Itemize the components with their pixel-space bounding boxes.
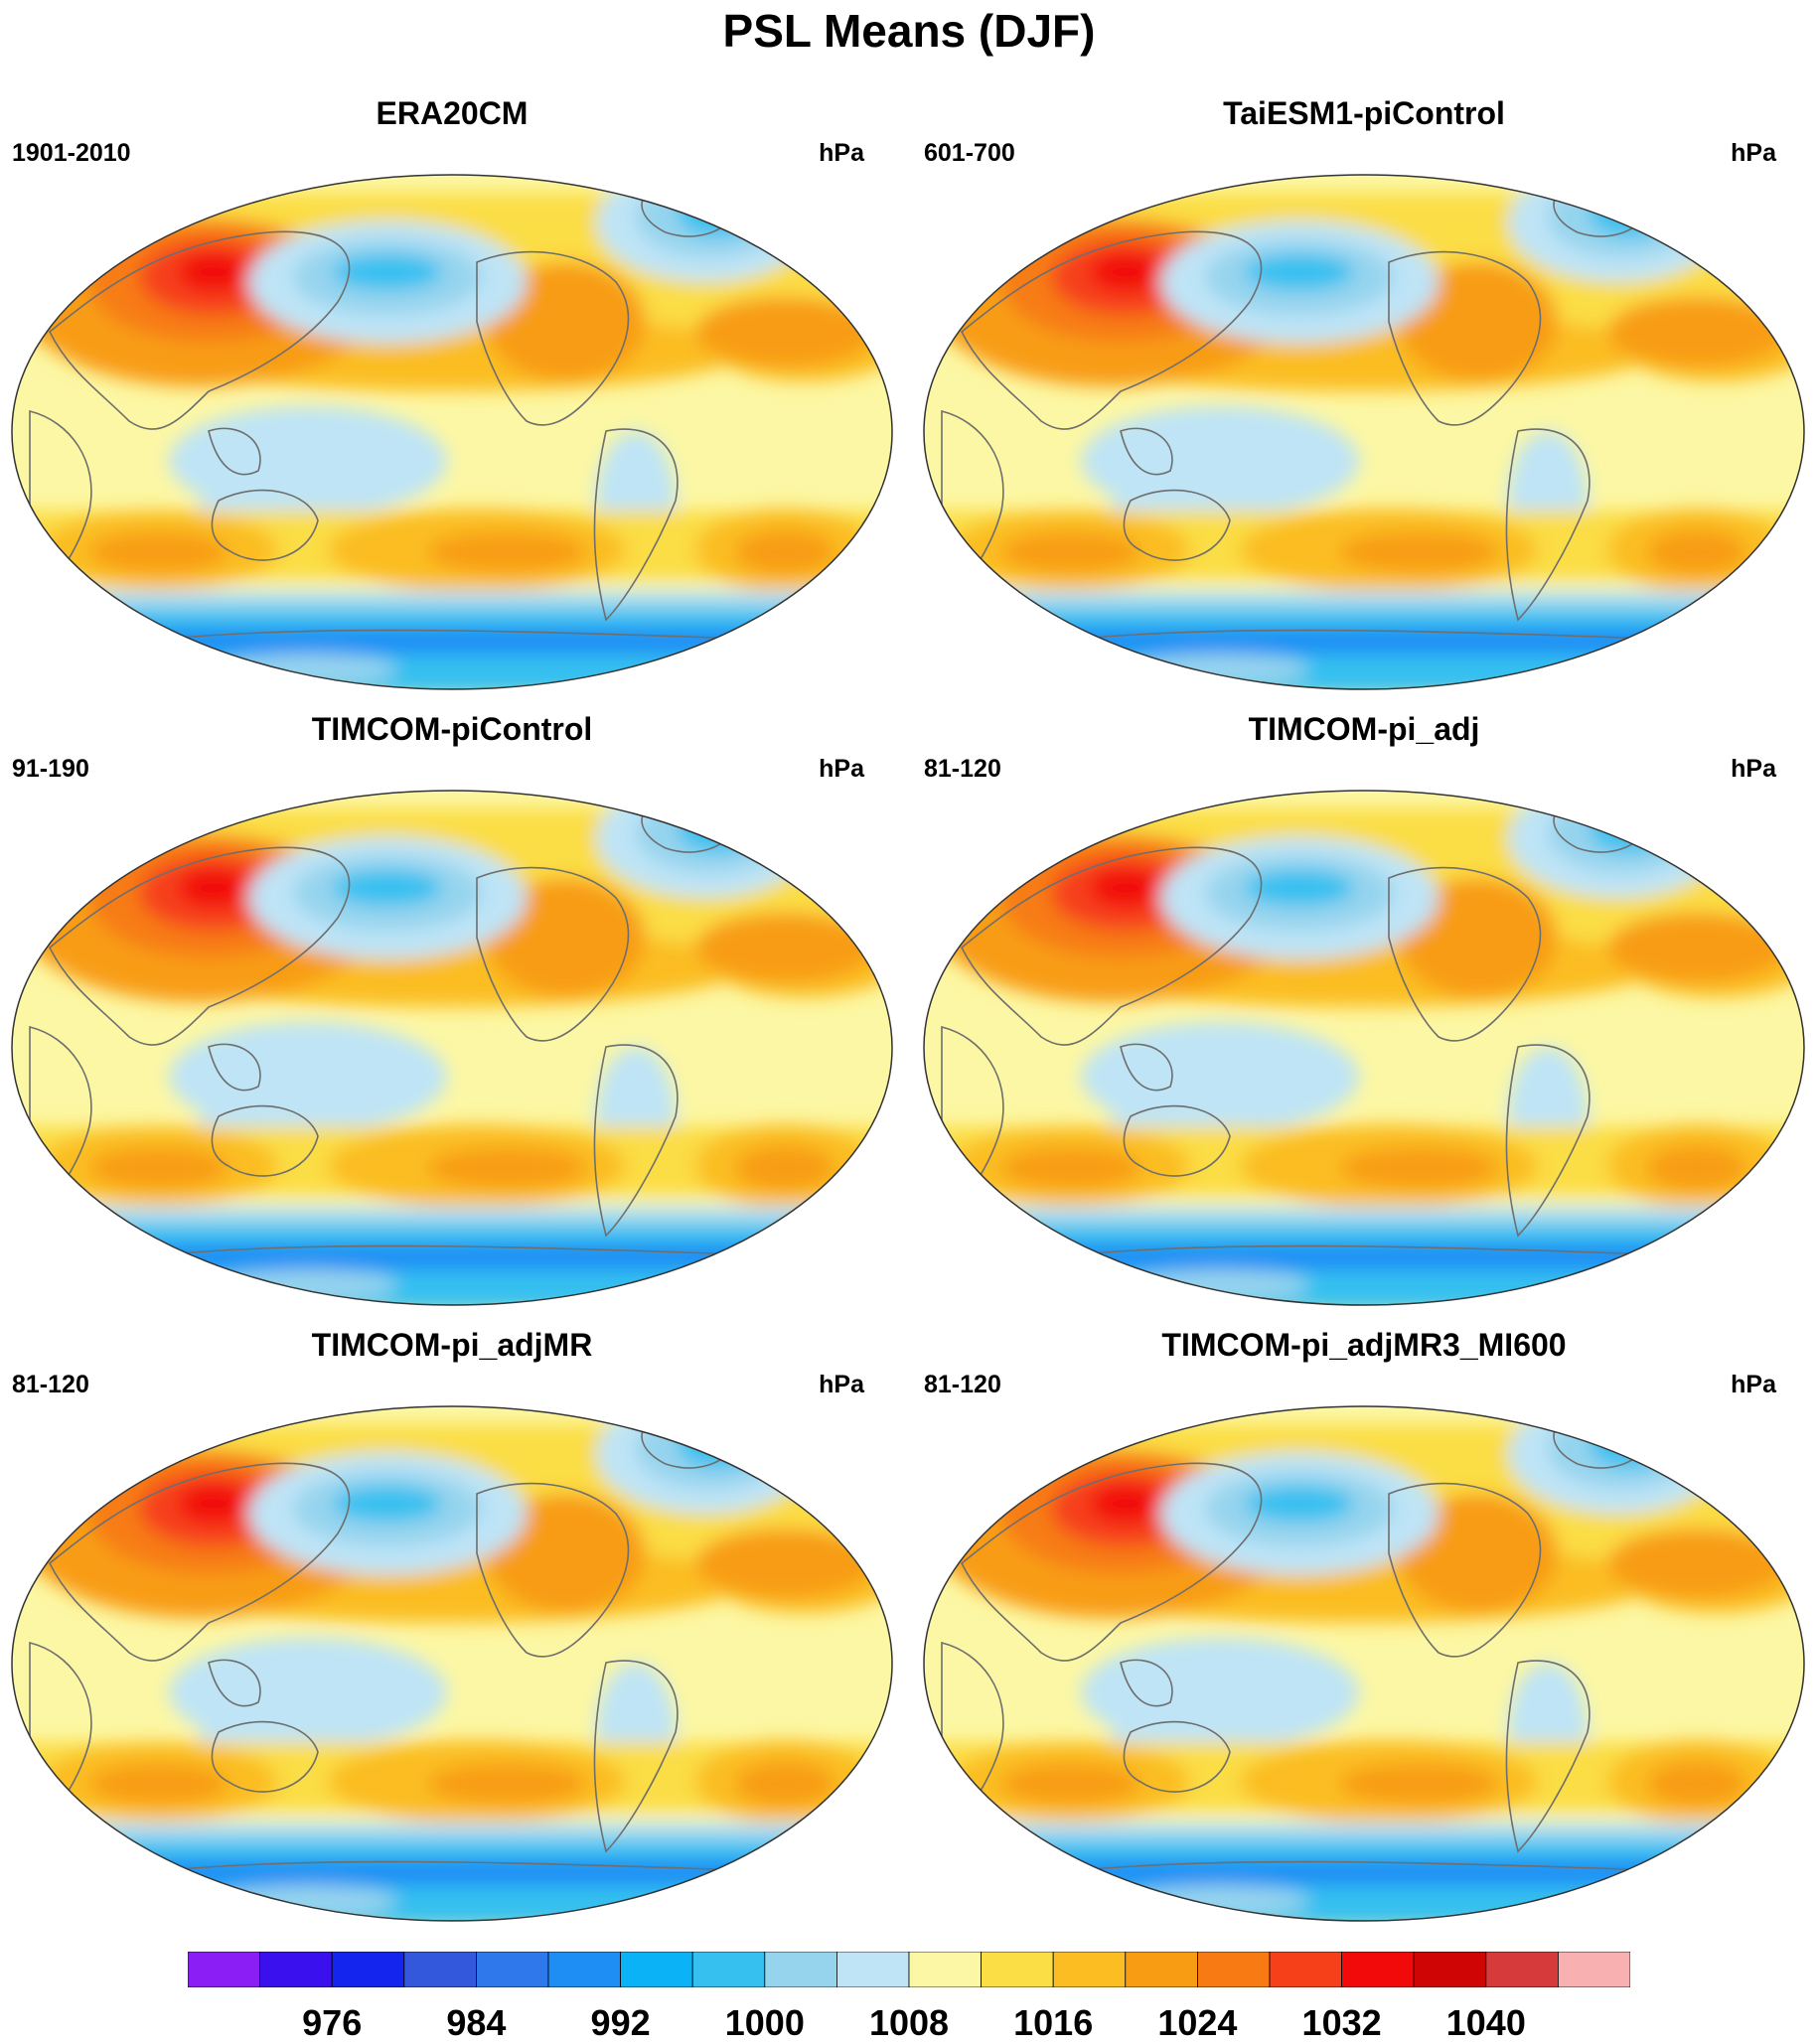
map-panel: TIMCOM-pi_adjMR3_MI600 81-120 hPa [912, 1327, 1816, 1923]
map-boundary [923, 1405, 1805, 1922]
psl-map [923, 1405, 1805, 1922]
psl-map [11, 1405, 893, 1922]
map-boundary [11, 174, 893, 690]
figure-title: PSL Means (DJF) [722, 5, 1096, 57]
colorbar-tick-label: 1024 [1157, 2002, 1238, 2043]
colorbar-swatch [188, 1952, 260, 1987]
panel-years: 1901-2010 [12, 139, 131, 167]
map-boundary [11, 1405, 893, 1922]
panel-title: ERA20CM [376, 95, 529, 131]
colorbar [188, 1952, 1630, 1987]
colorbar-swatch [908, 1952, 982, 1987]
psl-field [12, 1406, 892, 1921]
psl-map [923, 790, 1805, 1306]
panel-units: hPa [1731, 1371, 1776, 1398]
panel-years: 601-700 [924, 139, 1015, 167]
colorbar-swatch [981, 1952, 1054, 1987]
colorbar-swatch [1125, 1952, 1198, 1987]
map-panel: ERA20CM 1901-2010 hPa [0, 95, 904, 691]
map-panel: TIMCOM-pi_adjMR 81-120 hPa [0, 1327, 904, 1923]
panel-years: 81-120 [924, 1371, 1001, 1398]
colorbar-swatch [1413, 1952, 1487, 1987]
panel-title: TIMCOM-piControl [311, 711, 593, 747]
psl-field [924, 175, 1804, 689]
colorbar-swatch [1341, 1952, 1415, 1987]
psl-map [11, 174, 893, 690]
colorbar-swatch [1558, 1952, 1630, 1987]
psl-map [923, 174, 1805, 690]
colorbar-swatch [764, 1952, 837, 1987]
colorbar-swatch [620, 1952, 693, 1987]
panel-units: hPa [1731, 755, 1776, 783]
panel-title: TIMCOM-pi_adjMR3_MI600 [1161, 1327, 1567, 1363]
colorbar-tick-label: 1008 [868, 2002, 950, 2043]
psl-map [11, 790, 893, 1306]
map-panel: TaiESM1-piControl 601-700 hPa [912, 95, 1816, 691]
panel-title: TaiESM1-piControl [1223, 95, 1505, 131]
colorbar-swatch [403, 1952, 477, 1987]
colorbar-swatch [475, 1952, 549, 1987]
map-panel: TIMCOM-pi_adj 81-120 hPa [912, 711, 1816, 1307]
panel-years: 81-120 [924, 755, 1001, 783]
panel-units: hPa [819, 755, 864, 783]
colorbar-swatch [331, 1952, 405, 1987]
colorbar-tick-label: 1000 [724, 2002, 805, 2043]
colorbar-tick-label: 1040 [1445, 2002, 1526, 2043]
colorbar-swatch [259, 1952, 333, 1987]
psl-field [12, 175, 892, 689]
map-boundary [11, 790, 893, 1306]
colorbar-swatch [547, 1952, 621, 1987]
psl-field [924, 791, 1804, 1305]
colorbar-swatch [1197, 1952, 1271, 1987]
map-boundary [923, 174, 1805, 690]
coastlines [29, 1419, 766, 1921]
colorbar-tick-label: 992 [590, 2002, 651, 2043]
panel-units: hPa [819, 1371, 864, 1398]
panel-title: TIMCOM-pi_adjMR [311, 1327, 593, 1363]
colorbar-swatch [1269, 1952, 1342, 1987]
map-boundary [923, 790, 1805, 1306]
panel-title: TIMCOM-pi_adj [1248, 711, 1480, 747]
colorbar-tick-label: 976 [302, 2002, 363, 2043]
colorbar-swatch [1485, 1952, 1559, 1987]
colorbar-swatch [691, 1952, 766, 1987]
colorbar-tick-label: 1016 [1013, 2002, 1094, 2043]
panel-years: 91-190 [12, 755, 89, 783]
panel-units: hPa [819, 139, 864, 167]
map-panel: TIMCOM-piControl 91-190 hPa [0, 711, 904, 1307]
colorbar-tick-label: 984 [446, 2002, 507, 2043]
psl-field [924, 1406, 1804, 1921]
colorbar-swatch [1052, 1952, 1127, 1987]
panel-years: 81-120 [12, 1371, 89, 1398]
colorbar-swatch [836, 1952, 910, 1987]
panel-units: hPa [1731, 139, 1776, 167]
coastlines [941, 188, 1678, 689]
psl-field [12, 791, 892, 1305]
colorbar-tick-label: 1032 [1301, 2002, 1382, 2043]
